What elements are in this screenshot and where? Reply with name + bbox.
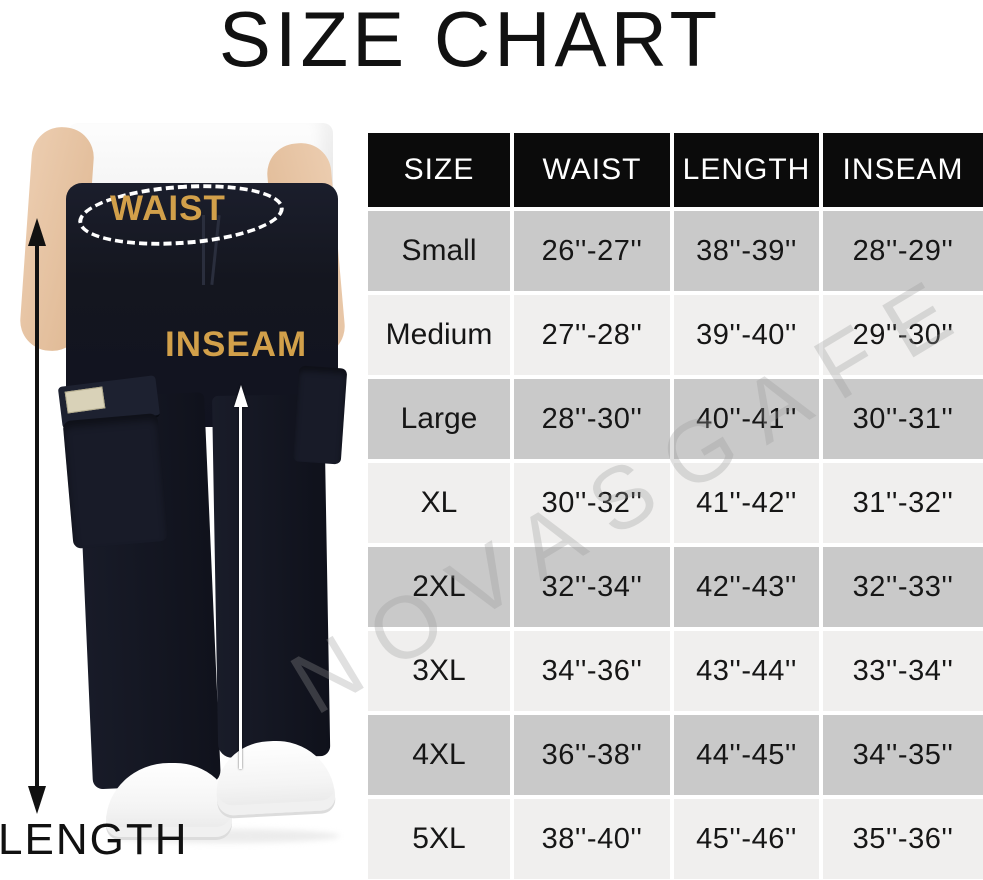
table-cell: 26''-27'' bbox=[514, 211, 670, 291]
arrow-shaft bbox=[35, 238, 39, 794]
size-cell: 5XL bbox=[368, 799, 510, 879]
length-measure-arrow-icon bbox=[24, 218, 50, 814]
table-cell: 42''-43'' bbox=[674, 547, 819, 627]
header-cell-inseam: INSEAM bbox=[823, 133, 983, 207]
table-cell: 31''-32'' bbox=[823, 463, 983, 543]
table-cell: 39''-40'' bbox=[674, 295, 819, 375]
inseam-annotation-label: INSEAM bbox=[165, 325, 308, 364]
table-cell: 35''-36'' bbox=[823, 799, 983, 879]
table-cell: 44''-45'' bbox=[674, 715, 819, 795]
drawstring bbox=[202, 215, 205, 285]
table-cell: 32''-33'' bbox=[823, 547, 983, 627]
table-cell: 38''-39'' bbox=[674, 211, 819, 291]
size-cell: 4XL bbox=[368, 715, 510, 795]
table-cell: 38''-40'' bbox=[514, 799, 670, 879]
waist-annotation-label: WAIST bbox=[110, 189, 226, 228]
size-cell: Medium bbox=[368, 295, 510, 375]
table-cell: 27''-28'' bbox=[514, 295, 670, 375]
inseam-measure-arrow-icon bbox=[234, 385, 248, 769]
model-photo: WAIST INSEAM LENGTH bbox=[0, 115, 372, 880]
size-cell: XL bbox=[368, 463, 510, 543]
table-cell: 30''-32'' bbox=[514, 463, 670, 543]
table-cell: 34''-36'' bbox=[514, 631, 670, 711]
table-cell: 41''-42'' bbox=[674, 463, 819, 543]
table-cell: 32''-34'' bbox=[514, 547, 670, 627]
size-cell: Large bbox=[368, 379, 510, 459]
table-cell: 34''-35'' bbox=[823, 715, 983, 795]
size-chart-table: SIZE WAIST LENGTH INSEAM Small 26''-27''… bbox=[368, 133, 983, 879]
arrow-shaft bbox=[239, 401, 242, 769]
table-cell: 40''-41'' bbox=[674, 379, 819, 459]
table-cell: 36''-38'' bbox=[514, 715, 670, 795]
size-cell: 2XL bbox=[368, 547, 510, 627]
table-cell: 28''-30'' bbox=[514, 379, 670, 459]
cargo-pocket bbox=[62, 413, 169, 549]
table-cell: 28''-29'' bbox=[823, 211, 983, 291]
table-cell: 29''-30'' bbox=[823, 295, 983, 375]
page-title: SIZE CHART bbox=[218, 0, 722, 83]
table-cell: 45''-46'' bbox=[674, 799, 819, 879]
arrow-down-icon bbox=[28, 786, 46, 814]
size-cell: Small bbox=[368, 211, 510, 291]
arrow-up-icon bbox=[28, 218, 46, 246]
table-cell: 43''-44'' bbox=[674, 631, 819, 711]
length-annotation-label: LENGTH bbox=[0, 815, 189, 864]
size-cell: 3XL bbox=[368, 631, 510, 711]
table-cell: 30''-31'' bbox=[823, 379, 983, 459]
table-cell: 33''-34'' bbox=[823, 631, 983, 711]
cargo-pocket-right bbox=[292, 365, 348, 465]
header-cell-size: SIZE bbox=[368, 133, 510, 207]
header-cell-waist: WAIST bbox=[514, 133, 670, 207]
header-cell-length: LENGTH bbox=[674, 133, 819, 207]
arrow-up-icon bbox=[234, 385, 248, 407]
